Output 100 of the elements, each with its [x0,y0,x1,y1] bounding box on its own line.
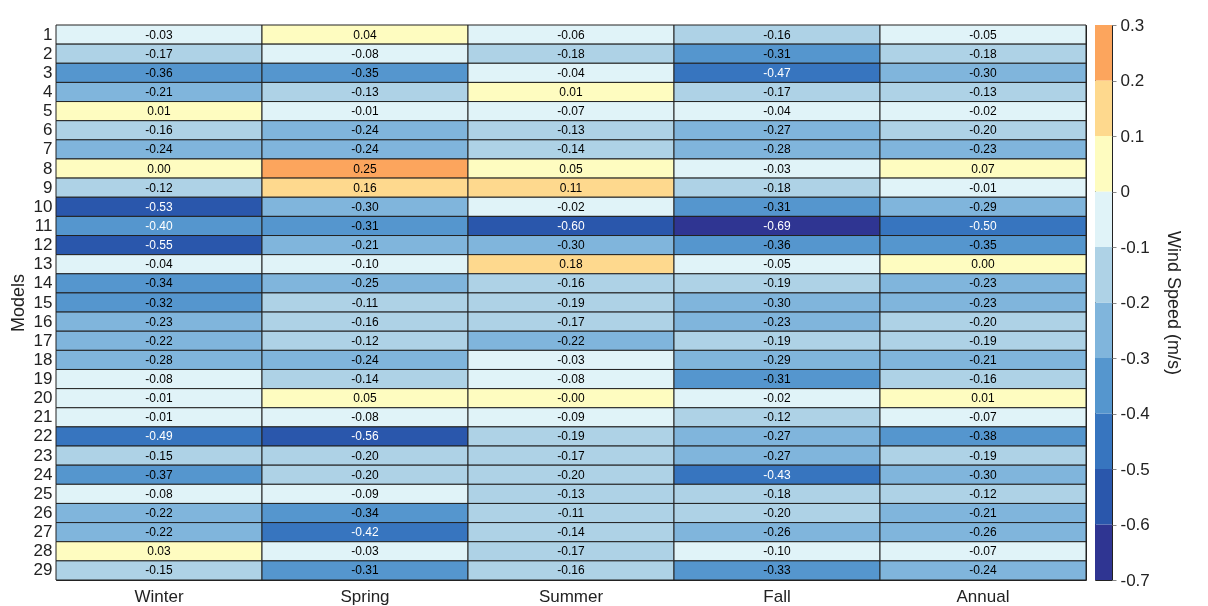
data-label: -0.38 [969,429,997,444]
y-tick-label: 5 [43,101,53,121]
y-tick-label: 12 [33,235,53,255]
y-tick-label: 9 [43,177,53,197]
data-label: -0.19 [557,429,585,444]
data-label: -0.20 [351,448,379,463]
color-bar-label: 0.3 [1120,15,1145,35]
data-label: -0.12 [969,486,997,501]
data-label: -0.17 [557,544,585,559]
data-label: -0.19 [557,295,585,310]
data-label: 0.00 [147,161,171,176]
data-label: -0.09 [557,410,585,425]
data-label: -0.60 [557,218,585,233]
data-label: -0.07 [969,544,997,559]
y-tick-label: 19 [33,369,53,389]
y-tick-label: 11 [34,215,53,235]
y-tick-label: 23 [33,445,53,465]
data-label: -0.12 [763,410,791,425]
data-label: -0.11 [351,295,379,310]
data-label: 0.05 [559,161,583,176]
data-label: -0.04 [557,65,585,80]
data-label: -0.13 [351,84,379,99]
data-label: -0.19 [763,333,791,348]
data-label: -0.01 [969,180,997,195]
y-tick-label: 3 [43,62,53,82]
data-label: -0.30 [351,199,379,214]
data-label: -0.18 [557,46,585,61]
data-label: -0.36 [763,238,791,253]
data-label: -0.36 [145,65,173,80]
data-label: -0.28 [763,142,791,157]
data-label: -0.07 [969,410,997,425]
data-label: -0.20 [763,506,791,521]
data-label: -0.21 [969,506,997,521]
data-label: -0.24 [969,563,997,578]
data-label: -0.69 [763,218,791,233]
data-label: -0.24 [351,142,379,157]
data-label: -0.25 [351,276,379,291]
data-label: -0.01 [145,410,173,425]
data-label: -0.28 [145,352,173,367]
data-label: 0.16 [353,180,377,195]
data-label: -0.12 [145,180,173,195]
data-label: -0.16 [145,123,173,138]
data-label: -0.02 [763,391,791,406]
data-label: -0.17 [557,314,585,329]
data-label: -0.27 [763,429,791,444]
data-label: -0.03 [557,352,585,367]
y-tick-label: 6 [43,120,53,140]
data-label: -0.08 [145,486,173,501]
data-label: -0.22 [145,333,173,348]
data-label: -0.23 [969,276,997,291]
x-tick-label: Summer [538,586,604,606]
data-label: -0.22 [557,333,585,348]
data-label: -0.50 [969,218,997,233]
data-label: -0.34 [145,276,173,291]
data-label: 0.25 [353,161,377,176]
data-label: -0.02 [557,199,585,214]
data-label: -0.01 [351,104,379,119]
data-label: 0.04 [353,27,377,42]
data-label: -0.31 [763,46,791,61]
y-tick-label: 27 [33,522,53,542]
color-bar-label: -0.2 [1120,293,1150,312]
data-label: -0.15 [145,448,173,463]
y-tick-label: 28 [33,541,53,561]
data-label: -0.08 [351,46,379,61]
data-label: 0.01 [147,104,171,119]
y-tick-label: 25 [33,483,53,503]
data-label: -0.18 [763,486,791,501]
data-label: -0.16 [557,563,585,578]
color-bar-label: 0.1 [1120,126,1145,146]
data-label: -0.10 [351,257,379,272]
data-label: -0.56 [351,429,379,444]
data-label: -0.08 [145,372,173,387]
data-label: -0.24 [351,352,379,367]
data-label: -0.19 [763,276,791,291]
data-label: -0.55 [145,238,173,253]
data-label: 0.05 [353,391,377,406]
data-label: -0.29 [969,199,997,214]
data-label: -0.30 [763,295,791,310]
data-label: -0.03 [145,27,173,42]
data-label: -0.19 [969,333,997,348]
data-label: -0.20 [351,467,379,482]
data-label: -0.09 [351,486,379,501]
y-tick-label: 2 [43,43,53,63]
data-label: 0.01 [971,391,995,406]
data-label: -0.42 [351,525,379,540]
data-label: -0.34 [351,506,379,521]
data-label: -0.16 [351,314,379,329]
data-label: -0.16 [557,276,585,291]
data-label: -0.16 [763,27,791,42]
y-tick-label: 24 [33,464,53,484]
data-label: -0.35 [969,238,997,253]
data-label: -0.23 [145,314,173,329]
data-label: 0.11 [559,180,583,195]
x-tick-label: Fall [763,586,791,606]
data-label: -0.06 [557,27,585,42]
y-tick-label: 7 [43,139,53,159]
y-tick-label: 10 [33,196,53,216]
data-label: -0.23 [969,295,997,310]
color-bar-title: Wind Speed (m/s) [1163,230,1184,376]
data-label: 0.18 [559,257,583,272]
